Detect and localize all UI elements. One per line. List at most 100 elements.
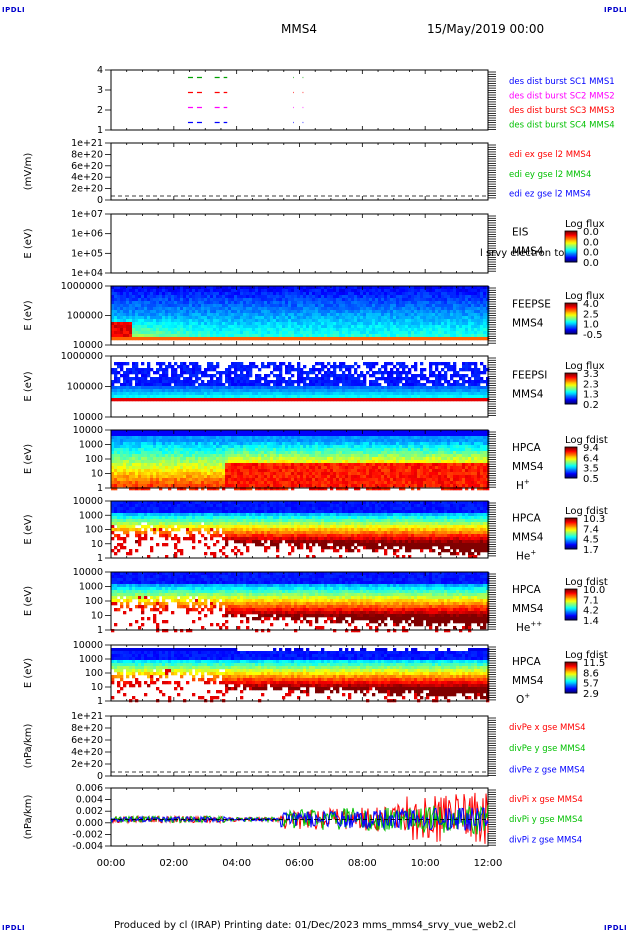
panel-6-colorbar-tick-label: 10.3 bbox=[583, 514, 605, 525]
panel-7-colorbar-cell bbox=[565, 609, 577, 612]
panel-6-colorbar-frame bbox=[564, 517, 578, 550]
panel-0-y-tick-label: 4 bbox=[97, 65, 103, 76]
panel-7-colorbar-cell bbox=[565, 604, 577, 607]
panel-2-colorbar-cell bbox=[565, 243, 577, 246]
panel-7-colorbar-cell bbox=[565, 610, 577, 613]
panel-0-y-tick-label: 3 bbox=[97, 85, 103, 96]
panel-3-colorbar-cell bbox=[565, 319, 577, 322]
panel-3-y-tick-label: 1000000 bbox=[61, 281, 103, 292]
panel-5-colorbar-title: Log fdist bbox=[565, 435, 608, 446]
panel-4-colorbar-cell bbox=[565, 389, 577, 392]
panel-7-colorbar-cell bbox=[565, 607, 577, 609]
panel-6-colorbar-cell bbox=[565, 532, 577, 534]
panel-8-colorbar-tick-label: 5.7 bbox=[583, 679, 599, 690]
x-axis-tick-label: 02:00 bbox=[159, 858, 188, 869]
x-axis-tick-label: 08:00 bbox=[348, 858, 377, 869]
corner-label-top-left: IPDLI bbox=[2, 6, 26, 14]
panel-3-colorbar-cell bbox=[565, 324, 577, 327]
panel-2-colorbar-cell bbox=[565, 254, 577, 257]
panel-6-colorbar-cell bbox=[565, 528, 577, 531]
panel-10-y-axis-label: (nPa/km) bbox=[23, 795, 34, 840]
panel-0-y-tick-label: 1 bbox=[97, 125, 103, 136]
panel-6-colorbar-cell bbox=[565, 520, 577, 523]
divpi-trace-z bbox=[110, 806, 489, 832]
panel-6-colorbar-cell bbox=[565, 530, 577, 533]
panel-2-instrument-label: EIS bbox=[512, 227, 529, 239]
panel-7-colorbar-cell bbox=[565, 605, 577, 608]
panel-4-colorbar-cell bbox=[565, 385, 577, 388]
panel-2-colorbar-cell bbox=[565, 258, 577, 260]
panel-7-colorbar-title: Log fdist bbox=[565, 577, 608, 588]
panel-8-colorbar-cell bbox=[565, 668, 577, 671]
panel-2-frame bbox=[110, 213, 489, 274]
panel-8-colorbar-cell bbox=[565, 671, 577, 673]
panel-4-y-tick-label: 100000 bbox=[67, 382, 103, 393]
panel-8-colorbar-cell bbox=[565, 667, 577, 669]
panel-7-spacecraft-label: MMS4 bbox=[512, 603, 544, 615]
panel-5-spacecraft-label: MMS4 bbox=[512, 461, 544, 473]
panel-2-colorbar-cell bbox=[565, 232, 577, 235]
panel-7-y-tick-label: 1 bbox=[97, 625, 103, 636]
panel-6-colorbar-cell bbox=[565, 538, 577, 541]
panel-6-y-tick-label: 1 bbox=[97, 553, 103, 564]
panel-8-colorbar-cell bbox=[565, 663, 577, 666]
panel-6-colorbar-cell bbox=[565, 521, 577, 524]
panel-2-spacecraft-label: MMS4 bbox=[512, 246, 544, 258]
panel-8-colorbar-tick-label: 8.6 bbox=[583, 668, 599, 679]
panel-2-colorbar-cell bbox=[565, 247, 577, 250]
x-axis-tick-label: 12:00 bbox=[474, 858, 503, 869]
panel-2-colorbar-cell bbox=[565, 234, 577, 237]
panel-7-colorbar-cell bbox=[565, 595, 577, 598]
panel-3-colorbar-cell bbox=[565, 318, 577, 321]
panel-2-colorbar-cell bbox=[565, 233, 577, 236]
panel-3-colorbar-cell bbox=[565, 330, 577, 332]
panel-6-y-tick-label: 10 bbox=[91, 539, 103, 550]
x-axis-tick-label: 06:00 bbox=[285, 858, 314, 869]
panel-5-colorbar-cell bbox=[565, 454, 577, 457]
panel-2-colorbar-cell bbox=[565, 240, 577, 242]
panel-4-colorbar-cell bbox=[565, 401, 577, 404]
panel-8-colorbar-cell bbox=[565, 681, 577, 684]
panel-7-colorbar-tick-label: 1.4 bbox=[583, 616, 599, 627]
panel-8-colorbar-cell bbox=[565, 676, 577, 678]
panel-5-y-axis-label: E (eV) bbox=[23, 444, 34, 474]
panel-2-colorbar-tick-label: 0.0 bbox=[583, 227, 599, 238]
panel-3-colorbar-title: Log flux bbox=[565, 291, 605, 302]
panel-10-y-tick-label: 0.002 bbox=[76, 806, 103, 817]
panel-3-colorbar-cell bbox=[565, 331, 577, 334]
panel-2-colorbar-cell bbox=[565, 231, 577, 233]
panel-7-colorbar-cell bbox=[565, 603, 577, 605]
panel-4-colorbar-cell bbox=[565, 384, 577, 387]
panel-5-colorbar-cell bbox=[565, 474, 577, 476]
panel-2-colorbar-cell bbox=[565, 249, 577, 251]
panel-8-colorbar-tick-label: 11.5 bbox=[583, 658, 605, 669]
panel-8-instrument-label: HPCA bbox=[512, 656, 542, 668]
panel-6-species-label: He+ bbox=[516, 549, 536, 563]
panel-10-legend-entry: divPi x gse MMS4 bbox=[509, 795, 583, 805]
panel-9-y-tick-label: 2e+20 bbox=[71, 759, 103, 770]
panel-0-legend-entry: des dist burst SC3 MMS3 bbox=[509, 106, 615, 116]
panel-4-y-tick-label: 1000000 bbox=[61, 351, 103, 362]
panel-4-colorbar-cell bbox=[565, 391, 577, 393]
panel-8-colorbar-cell bbox=[565, 683, 577, 686]
divpi-trace-x bbox=[111, 792, 489, 844]
panel-5-colorbar-cell bbox=[565, 458, 577, 461]
panel-0-y-tick-label: 2 bbox=[97, 105, 103, 116]
panel-8-colorbar-cell bbox=[565, 690, 577, 693]
panel-6-colorbar-tick-label: 4.5 bbox=[583, 535, 599, 546]
panel-2-y-tick-label: 1e+07 bbox=[71, 209, 103, 220]
panel-2-overlay-text: l srvy electron to bbox=[480, 248, 564, 259]
panel-2-y-tick-label: 1e+06 bbox=[71, 229, 103, 240]
panel-7-colorbar-frame bbox=[564, 588, 578, 621]
panel-1-y-tick-label: 2e+20 bbox=[71, 184, 103, 195]
panel-3-colorbar-cell bbox=[565, 315, 577, 318]
panel-5-colorbar-cell bbox=[565, 465, 577, 467]
panel-2-colorbar-cell bbox=[565, 245, 577, 247]
panel-8-colorbar-cell bbox=[565, 680, 577, 682]
panel-0-legend-entry: des dist burst SC2 MMS2 bbox=[509, 92, 615, 102]
panel-4-colorbar-cell bbox=[565, 382, 577, 384]
panel-8-species-label: O+ bbox=[516, 692, 530, 706]
panel-5-colorbar-cell bbox=[565, 453, 577, 456]
panel-3-spectrogram bbox=[111, 286, 490, 341]
panel-6-colorbar-cell bbox=[565, 539, 577, 542]
